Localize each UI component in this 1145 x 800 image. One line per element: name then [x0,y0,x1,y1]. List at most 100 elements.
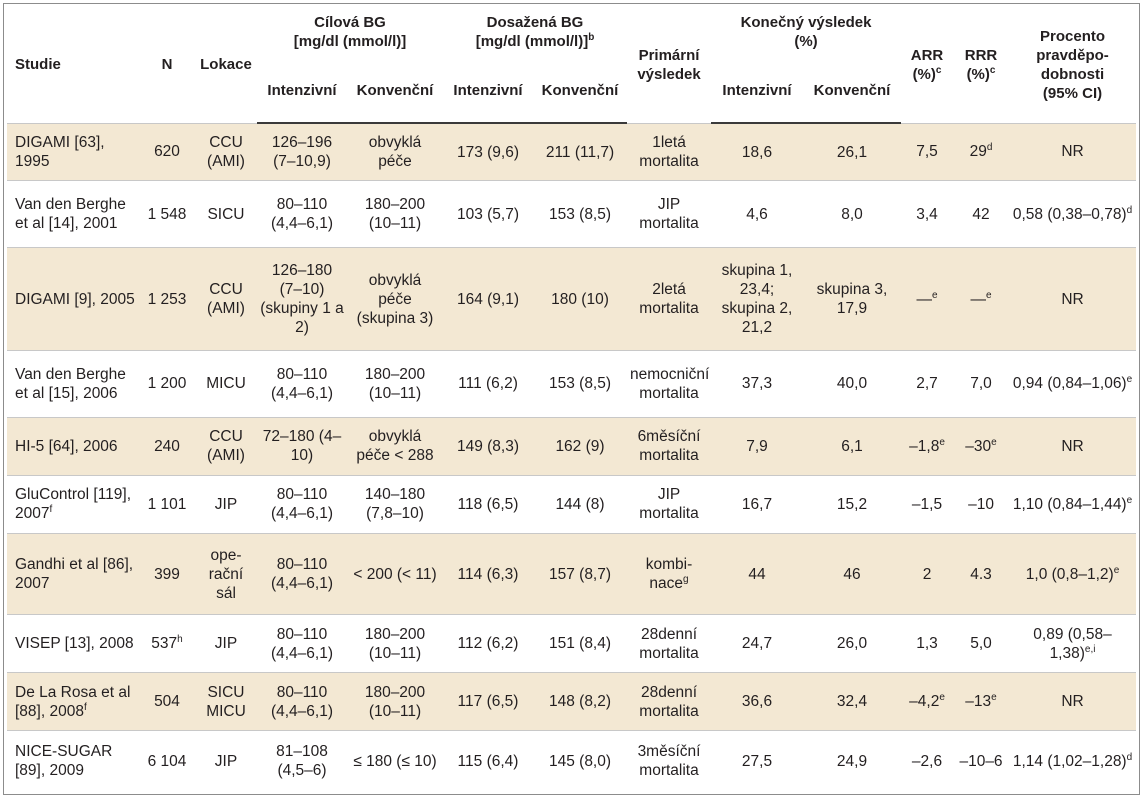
cell-text: 4.3 [970,565,992,583]
cell-arr: 2 [901,533,954,615]
cell-text: CCU (AMI) [207,133,245,170]
cell-arr: 7,5 [901,123,954,181]
cell-n: 504 [139,672,195,731]
cell-text: 37,3 [741,375,773,393]
cell-primary-outcome: 28denní mortalita [627,614,712,673]
cell-text: 6,1 [841,437,863,455]
cell-target-intensive: 80–110 (4,4–6,1) [257,533,347,615]
cell-probability: 1,10 (0,84–1,44)e [1009,475,1137,534]
table-row: NICE-SUGAR [89], 2009 6 104 JIP 81–108 (4,5… [7,730,1137,791]
cell-text: 620 [154,143,180,161]
cell-n: 537h [139,614,195,673]
cell-result-intensive: 44 [711,533,804,615]
cell-result-intensive: 4,6 [711,180,804,248]
cell-rrr: 42 [953,180,1010,248]
cell-text: 44 [748,565,766,583]
cell-study: Gandhi et al [86], 2007 [7,533,139,615]
cell-text: –1,8 [909,437,940,455]
cell-primary-outcome: 3měsíční mortalita [627,730,712,791]
cell-text: 153 (8,5) [548,375,612,393]
cell-text: 3měsíční mortalita [637,743,701,780]
cell-text: 118 (6,5) [457,495,519,513]
cell-text: 72–180 (4–10) [262,428,342,465]
cell-primary-outcome: nemocniční mortalita [627,350,712,418]
cell-primary-outcome: JIP mortalita [627,180,712,248]
cell-achieved-conventional: 211 (11,7) [533,123,628,181]
cell-text: 1,0 (0,8–1,2) [1025,565,1114,583]
cell-achieved-intensive: 114 (6,3) [443,533,533,615]
cell-primary-outcome: JIP mortalita [627,475,712,534]
table-body: DIGAMI [63], 1995 620 CCU (AMI) 126–196 (7–… [7,123,1137,791]
cell-result-conventional: skupina 3, 17,9 [803,247,902,351]
cell-text: 15,2 [836,495,868,513]
cell-loc: JIP [195,475,257,534]
cell-arr: –4,2e [901,672,954,731]
cell-text: 6 104 [147,752,187,770]
cell-text: 1letá mortalita [639,133,699,170]
cell-achieved-intensive: 117 (6,5) [443,672,533,731]
cell-probability: 0,89 (0,58–1,38)e,i [1009,614,1137,673]
header-rrr-unit: (%)c [956,65,1006,84]
cell-text: NR [1061,693,1084,711]
cell-text: –1,5 [911,495,943,513]
footnote-mark: g [683,574,689,585]
cell-text: 80–110 (4,4–6,1) [270,556,334,592]
footnote-mark: e [939,436,945,448]
cell-loc: SICU [195,180,257,248]
cell-probability: 1,14 (1,02–1,28)d [1009,730,1137,791]
cell-study: DIGAMI [9], 2005 [7,247,139,351]
cell-achieved-intensive: 111 (6,2) [443,350,533,418]
cell-text: 5,0 [970,635,992,653]
cell-text: 2,7 [916,375,938,393]
cell-loc: CCU (AMI) [195,247,257,351]
footnote-mark: d [1126,204,1133,216]
cell-text: SICU MICU [206,683,246,720]
cell-text: 80–110 (4,4–6,1) [270,683,334,720]
cell-achieved-intensive: 112 (6,2) [443,614,533,673]
cell-probability: NR [1009,672,1137,731]
cell-text: obvyklá péče (skupina 3) [356,271,434,327]
cell-probability: 0,58 (0,38–0,78)d [1009,180,1137,248]
cell-achieved-conventional: 144 (8) [533,475,628,534]
cell-text: 112 (6,2) [457,635,519,653]
cell-text: 18,6 [741,143,773,161]
cell-arr: –1,5 [901,475,954,534]
cell-text: 80–110 (4,4–6,1) [270,196,334,233]
header-target-bg-unit: [mg/dl (mmol/l)] [293,33,407,50]
cell-text: 1,10 (0,84–1,44) [1012,495,1127,513]
cell-loc: CCU (AMI) [195,417,257,476]
cell-text: 0,89 (0,58–1,38) [1033,625,1112,662]
footnote-mark: d [986,142,993,154]
cell-text: obvyklá péče < 288 [356,428,434,465]
cell-text: ≤ 180 (≤ 10) [353,752,437,770]
cell-text: 111 (6,2) [458,375,518,393]
cell-text: 180–200 (10–11) [364,196,426,233]
cell-target-intensive: 126–196 (7–10,9) [257,123,347,181]
cell-text: 211 (11,7) [545,143,615,161]
header-arr: ARR (%)c [901,7,954,123]
header-achieved-unit-text: [mg/dl (mmol/l)] [475,33,589,50]
cell-rrr: 29d [953,123,1010,181]
cell-achieved-conventional: 153 (8,5) [533,180,628,248]
cell-text: 1 548 [147,205,187,223]
cell-text: ope- rační sál [208,546,244,602]
header-rrr: RRR (%)c [953,7,1010,123]
cell-rrr: 7,0 [953,350,1010,418]
cell-text: 4,6 [746,205,768,223]
glycemic-control-trials-table: Studie N Lokace Cílová BG [mg/dl (mmol/l… [7,7,1137,791]
cell-text: DIGAMI [9], 2005 [15,290,135,308]
cell-text: 180–200 (10–11) [364,625,426,662]
cell-target-conventional: < 200 (< 11) [347,533,443,615]
cell-probability: NR [1009,247,1137,351]
cell-result-conventional: 32,4 [803,672,902,731]
cell-text: 32,4 [836,693,868,711]
cell-achieved-conventional: 151 (8,4) [533,614,628,673]
footnote-mark: c [935,64,942,76]
footnote-mark: e [931,289,938,301]
cell-loc: JIP [195,730,257,791]
cell-text: DIGAMI [63], 1995 [15,133,105,170]
cell-text: 164 (9,1) [456,290,520,308]
cell-text: Van den Berghe et al [15], 2006 [15,365,126,402]
cell-loc: JIP [195,614,257,673]
cell-study: VISEP [13], 2008 [7,614,139,673]
